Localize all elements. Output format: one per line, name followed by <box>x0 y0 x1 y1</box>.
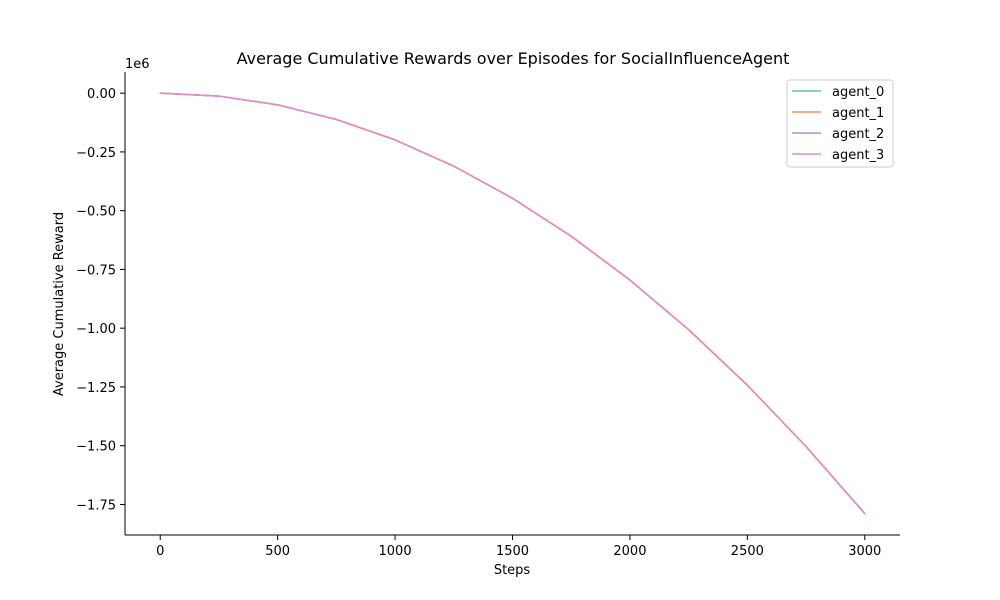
series-group <box>159 92 866 515</box>
legend-label-agent-0: agent_0 <box>832 85 884 100</box>
x-tick-label: 1000 <box>379 544 412 559</box>
y-tick-label: −0.50 <box>76 205 116 220</box>
legend-label-agent-3: agent_3 <box>832 148 884 163</box>
y-tick-label: 0.00 <box>87 87 116 102</box>
y-tick-label: −1.00 <box>76 322 116 337</box>
y-axis-label: Average Cumulative Reward <box>52 212 67 396</box>
y-tick-label: −0.25 <box>76 146 116 161</box>
x-axis-label: Steps <box>494 563 531 578</box>
legend: agent_0 agent_1 agent_2 agent_3 <box>786 79 894 168</box>
legend-frame <box>786 79 894 168</box>
x-tick-label: 2000 <box>613 544 646 559</box>
x-tick-label: 2500 <box>731 544 764 559</box>
y-tick-label: −1.25 <box>76 381 116 396</box>
y-tick-label: −1.50 <box>76 440 116 455</box>
legend-items: agent_0 agent_1 agent_2 agent_3 <box>792 85 884 163</box>
chart-title: Average Cumulative Rewards over Episodes… <box>237 49 790 68</box>
legend-label-agent-1: agent_1 <box>832 106 884 121</box>
x-tick-label: 3000 <box>848 544 881 559</box>
y-ticks: 0.00 −0.25 −0.50 −0.75 −1.00 −1.25 −1.50 −1.75 <box>76 87 125 513</box>
x-tick-label: 500 <box>265 544 290 559</box>
y-offset-label: 1e6 <box>125 57 150 72</box>
legend-label-agent-2: agent_2 <box>832 127 884 142</box>
x-ticks: 0 500 1000 1500 2000 2500 3000 <box>156 535 881 559</box>
x-tick-label: 1500 <box>496 544 529 559</box>
y-tick-label: −0.75 <box>76 263 116 278</box>
x-tick-label: 0 <box>156 544 164 559</box>
series-line-agent-3 <box>159 92 866 515</box>
y-tick-label: −1.75 <box>76 498 116 513</box>
